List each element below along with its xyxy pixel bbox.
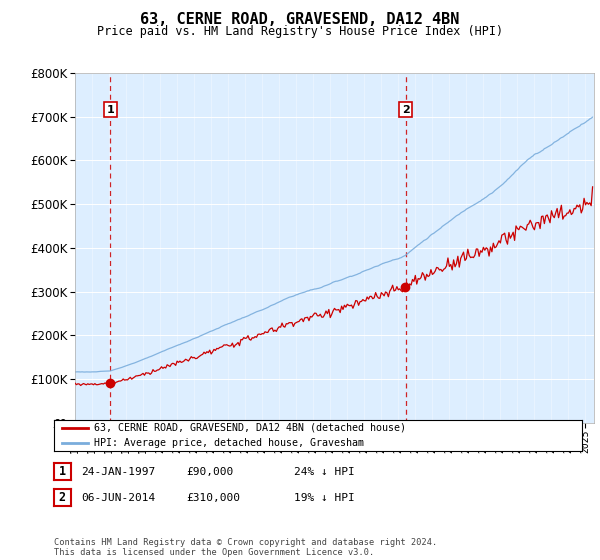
- Text: 24-JAN-1997: 24-JAN-1997: [81, 466, 155, 477]
- Text: 19% ↓ HPI: 19% ↓ HPI: [294, 493, 355, 503]
- Text: 06-JUN-2014: 06-JUN-2014: [81, 493, 155, 503]
- Text: 2: 2: [402, 105, 410, 115]
- Text: 63, CERNE ROAD, GRAVESEND, DA12 4BN: 63, CERNE ROAD, GRAVESEND, DA12 4BN: [140, 12, 460, 27]
- Text: 24% ↓ HPI: 24% ↓ HPI: [294, 466, 355, 477]
- Text: 2: 2: [59, 491, 66, 505]
- Text: £310,000: £310,000: [186, 493, 240, 503]
- Text: Contains HM Land Registry data © Crown copyright and database right 2024.
This d: Contains HM Land Registry data © Crown c…: [54, 538, 437, 557]
- Text: 63, CERNE ROAD, GRAVESEND, DA12 4BN (detached house): 63, CERNE ROAD, GRAVESEND, DA12 4BN (det…: [94, 423, 406, 433]
- Text: £90,000: £90,000: [186, 466, 233, 477]
- Text: 1: 1: [59, 465, 66, 478]
- Text: HPI: Average price, detached house, Gravesham: HPI: Average price, detached house, Grav…: [94, 438, 364, 448]
- Text: Price paid vs. HM Land Registry's House Price Index (HPI): Price paid vs. HM Land Registry's House …: [97, 25, 503, 38]
- Text: 1: 1: [106, 105, 114, 115]
